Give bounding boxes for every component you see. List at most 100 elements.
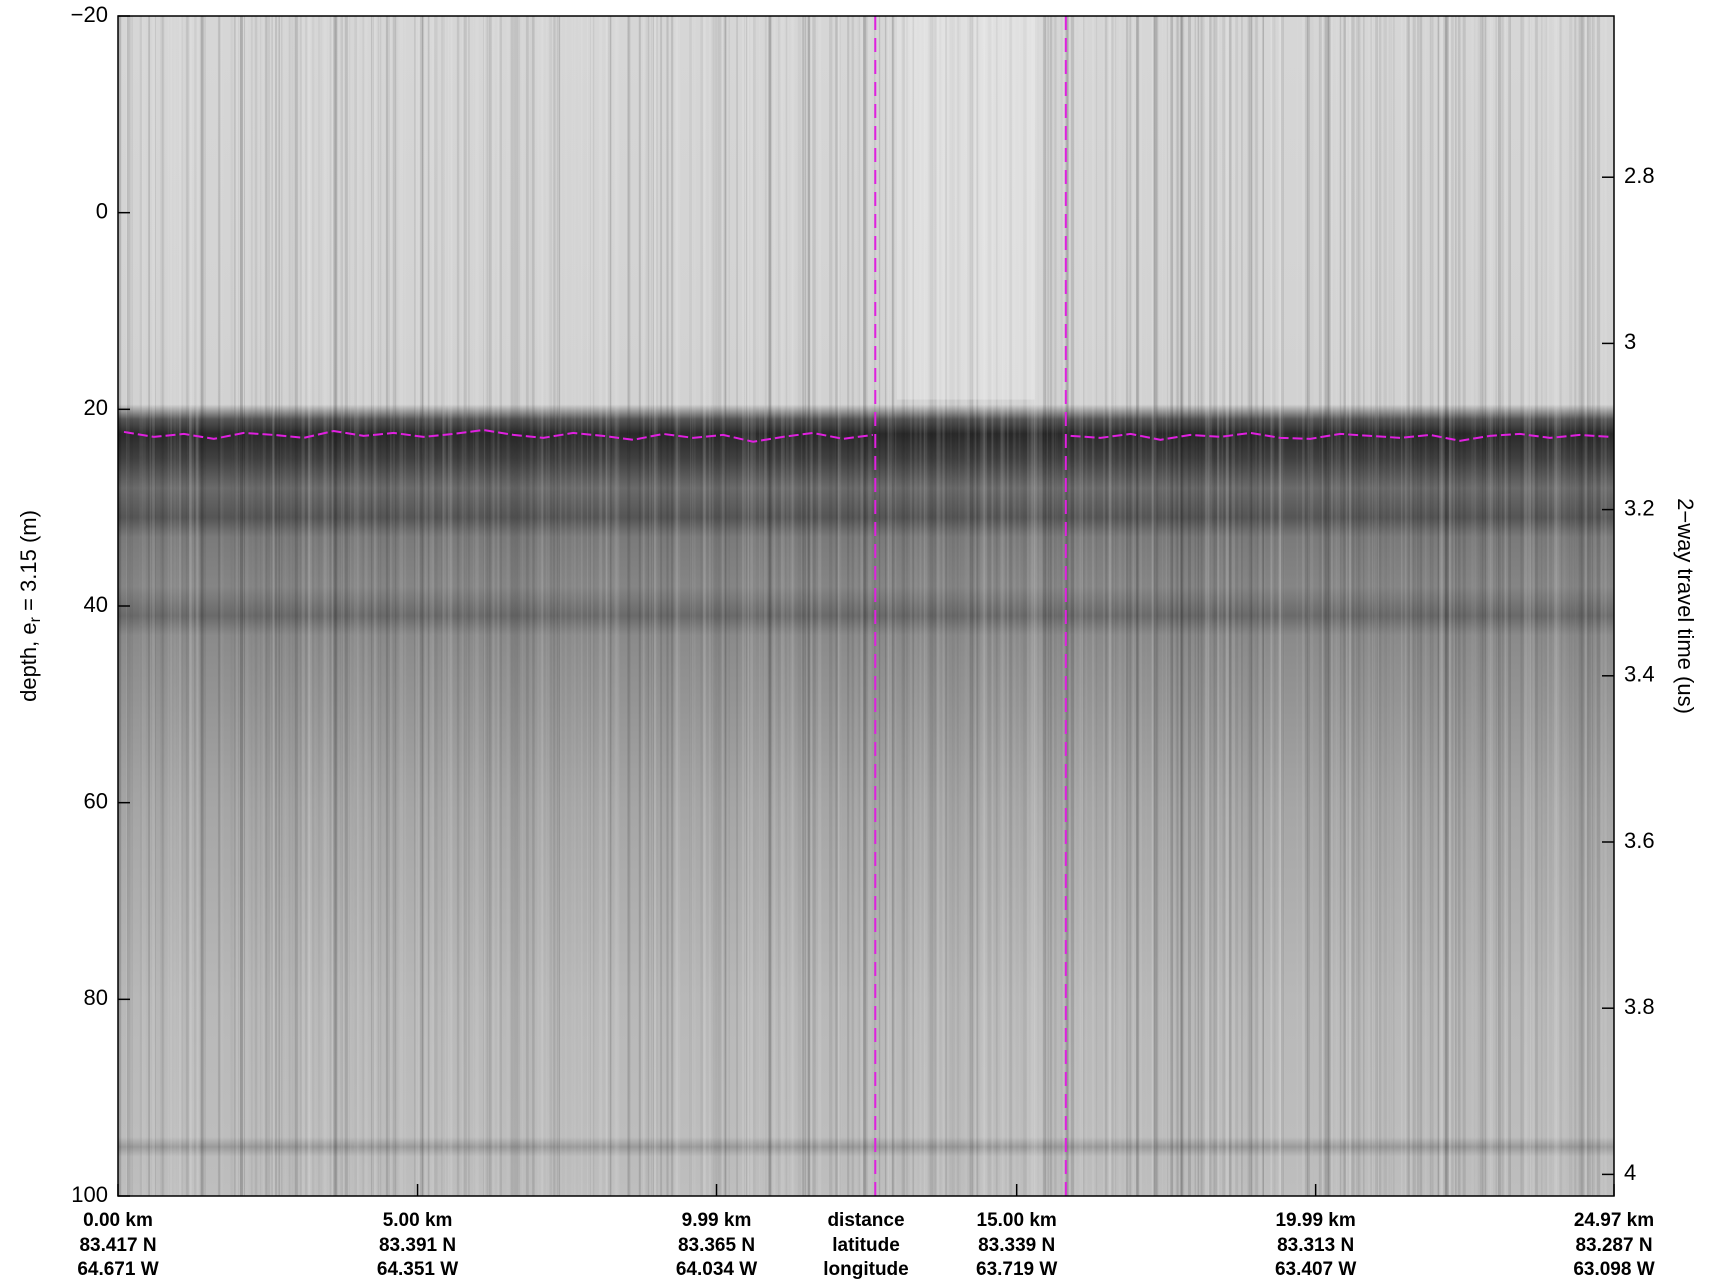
radargram-streak	[805, 16, 806, 1196]
radargram-streak	[1198, 16, 1200, 1196]
radargram-streak	[427, 16, 430, 1196]
radargram-streak	[200, 16, 201, 1196]
radargram-streak	[818, 16, 822, 1196]
radargram-streak	[1019, 16, 1021, 1196]
radargram-streak	[247, 16, 249, 1196]
radargram-streak	[1296, 16, 1299, 1196]
radargram-streak	[1327, 16, 1329, 1196]
radargram-streak	[196, 16, 199, 1196]
radargram-streak	[711, 16, 714, 1196]
radargram-streak	[131, 16, 133, 1196]
radargram-streak	[964, 16, 968, 1196]
radargram-streak	[1023, 16, 1027, 1196]
radargram-streak	[715, 16, 719, 1196]
radargram-streak	[1592, 16, 1596, 1196]
x-tick-label: 5.00 km	[383, 1210, 453, 1231]
y-label-text: depth, e	[16, 622, 41, 702]
radargram-streak	[424, 16, 428, 1196]
radargram-streak	[1263, 16, 1266, 1196]
radargram-streak	[702, 16, 706, 1196]
radargram-streak	[1389, 16, 1391, 1196]
radargram-streak	[548, 16, 550, 1196]
radargram-streak	[736, 16, 738, 1196]
radargram-streak	[1262, 16, 1264, 1196]
radargram-streak	[250, 16, 253, 1196]
radargram-streak	[890, 16, 894, 1196]
x-tick-label: 9.99 km	[682, 1210, 752, 1231]
radargram-streak	[464, 16, 467, 1196]
radargram-streak	[374, 16, 378, 1196]
radargram-streak	[1319, 16, 1322, 1196]
radargram-streak	[1342, 16, 1346, 1196]
radargram-streak	[1065, 16, 1069, 1196]
radargram-streak	[231, 16, 233, 1196]
x-row-label: distance	[827, 1210, 904, 1231]
radargram-streak	[1343, 16, 1346, 1196]
radargram-streak	[1554, 16, 1557, 1196]
radargram-streak	[441, 16, 443, 1196]
radargram-streak	[1600, 16, 1603, 1196]
radargram-streak	[1479, 16, 1484, 1196]
radargram-streak	[1118, 16, 1122, 1196]
y2-tick-label: 3.6	[1624, 828, 1655, 853]
radargram-streak	[1487, 16, 1491, 1196]
radargram-streak	[1319, 16, 1321, 1196]
radargram-streak	[868, 16, 872, 1196]
radargram-streak	[1049, 16, 1053, 1196]
radargram-streak	[910, 16, 912, 1196]
radargram-streak	[1155, 16, 1157, 1196]
radargram-streak	[884, 16, 887, 1196]
radargram-streak	[1000, 16, 1002, 1196]
radargram-streak	[1079, 16, 1081, 1196]
radargram-streak	[244, 16, 246, 1196]
radargram-streak	[803, 16, 804, 1196]
radargram-streak	[1454, 16, 1457, 1196]
radargram-streak	[768, 16, 771, 1196]
radargram-streak	[812, 16, 816, 1196]
radargram-streak	[1270, 16, 1273, 1196]
radargram-streak	[1170, 16, 1174, 1196]
radargram-streak	[530, 16, 534, 1196]
radargram-streak	[1535, 16, 1538, 1196]
radargram-streak	[564, 16, 567, 1196]
x-tick-latitude: 83.365 N	[678, 1235, 755, 1256]
radargram-streak	[648, 16, 651, 1196]
radargram-streak	[1338, 16, 1341, 1196]
radargram-streak	[556, 16, 560, 1196]
radargram-streak	[1335, 16, 1339, 1196]
radargram-streak	[307, 16, 310, 1196]
radargram-streak	[1085, 16, 1088, 1196]
radargram-streak	[1521, 16, 1525, 1196]
y-tick-label: 0	[96, 198, 108, 223]
radargram-streak	[1111, 16, 1114, 1196]
radargram-streak	[991, 16, 993, 1196]
radargram-streak	[340, 16, 344, 1196]
radargram-streak	[421, 16, 425, 1196]
radargram-streak	[1176, 16, 1179, 1196]
radargram-streak	[431, 16, 435, 1196]
radargram-streak	[1079, 16, 1084, 1196]
radargram-streak	[1165, 16, 1168, 1196]
radargram-streak	[553, 16, 555, 1196]
radargram-streak	[835, 16, 836, 1196]
radargram-streak	[863, 16, 866, 1196]
radargram-streak	[1523, 16, 1528, 1196]
radargram-streak	[1162, 16, 1164, 1196]
radargram-streak	[200, 16, 204, 1196]
radargram-streak	[1587, 16, 1589, 1196]
x-tick-latitude: 83.339 N	[978, 1235, 1055, 1256]
radargram-streak	[1339, 16, 1342, 1196]
radargram-streak	[1254, 16, 1258, 1196]
radargram-streak	[892, 16, 895, 1196]
radargram-streak	[362, 16, 365, 1196]
radargram-streak	[772, 16, 774, 1196]
radargram-streak	[1226, 16, 1229, 1196]
radargram-streak	[1114, 16, 1117, 1196]
radargram-streak	[711, 16, 714, 1196]
radargram-streak	[1046, 16, 1049, 1196]
radargram-streak	[887, 16, 890, 1196]
radargram-streak	[1306, 16, 1308, 1196]
radargram-streak	[517, 16, 521, 1196]
radargram-streak	[1604, 16, 1607, 1196]
radargram-streak	[417, 16, 420, 1196]
